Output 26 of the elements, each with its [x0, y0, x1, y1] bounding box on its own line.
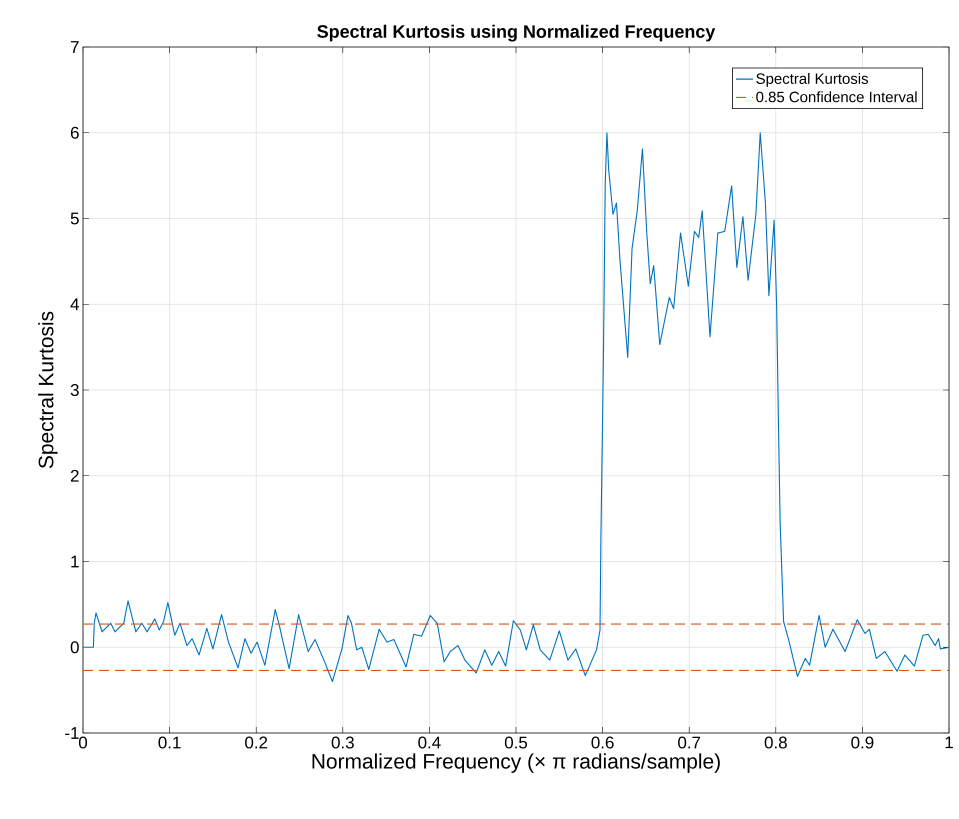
x-axis-title: Normalized Frequency (× π radians/sample)	[312, 753, 720, 773]
x-tick-label: 0.9	[851, 736, 874, 749]
y-tick-label: 0	[70, 641, 79, 654]
legend-label: 0.85 Confidence Interval	[756, 91, 917, 102]
x-tick-label: 0.2	[245, 736, 268, 749]
y-axis-title: Spectral Kurtosis	[38, 312, 58, 468]
x-tick-label: 0.8	[764, 736, 787, 749]
x-tick-label: 0.4	[418, 736, 441, 749]
y-tick-label: -1	[65, 727, 79, 739]
y-tick-label: 1	[71, 556, 79, 568]
x-tick-label: 0.7	[678, 736, 700, 749]
x-tick-label: 0	[78, 736, 88, 749]
x-tick-label: 0.1	[158, 736, 181, 749]
y-tick-label: 4	[70, 298, 79, 310]
y-tick-label: 7	[70, 41, 79, 53]
legend-label: Spectral Kurtosis	[756, 72, 868, 87]
x-tick-label: 1	[946, 736, 953, 748]
y-tick-label: 3	[70, 384, 79, 396]
x-tick-label: 0.5	[504, 736, 528, 749]
y-tick-label: 5	[70, 212, 79, 224]
y-tick-label: 6	[70, 126, 79, 139]
x-tick-label: 0.3	[332, 736, 354, 749]
line-series	[83, 132, 950, 682]
chart-title: Spectral Kurtosis using Normalized Frequency	[317, 24, 716, 42]
x-tick-label: 0.6	[591, 736, 614, 749]
y-tick-label: 2	[70, 470, 79, 482]
